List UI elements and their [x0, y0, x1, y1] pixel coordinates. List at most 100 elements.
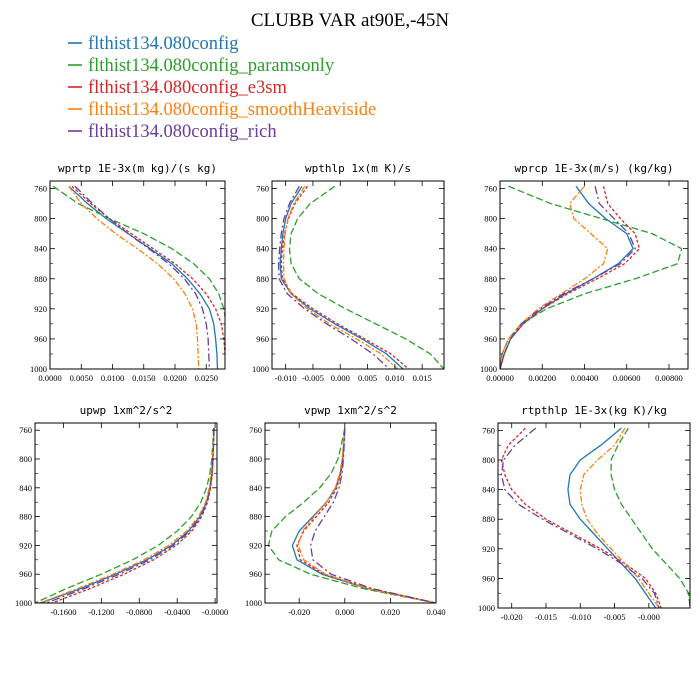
x-tick-label: 0.0000: [38, 373, 61, 383]
y-tick-label: 760: [249, 425, 262, 435]
plot-frame: [499, 180, 689, 370]
panels: wprtp 1E-3x(m kg)/(s kg) 760 800 840 880 920 9…: [15, 162, 691, 622]
legend-item: flthist134.080config_paramsonly: [68, 56, 335, 76]
series-line: [267, 427, 436, 603]
y-tick-label: 960: [482, 573, 495, 583]
panel-title: upwp 1xm^2/s^2: [80, 404, 173, 417]
y-tick-label: 840: [19, 483, 32, 493]
y-tick-label: 920: [19, 540, 32, 550]
series-line: [500, 427, 660, 608]
x-tick-label: 0.00000: [486, 373, 514, 383]
y-tick-label: 920: [249, 540, 262, 550]
y-tick-label: 960: [484, 334, 497, 344]
y-tick-label: 880: [256, 274, 269, 284]
x-tick-label: 0.0200: [163, 373, 186, 383]
x-tick-label: -0.000: [638, 612, 660, 622]
legend-label: flthist134.080config_e3sm: [88, 78, 287, 98]
x-tick-label: -0.015: [535, 612, 557, 622]
x-tick-label: 0.0250: [195, 373, 218, 383]
series-line: [35, 428, 215, 603]
legend-label: flthist134.080config_rich: [88, 122, 277, 142]
chart-panel: wprcp 1E-3x(m/s) (kg/kg) 760 800 840 880 920 9…: [480, 162, 689, 383]
chart-panel: upwp 1xm^2/s^2 760 800 840 880 920 960 1000 -0.1…: [15, 404, 228, 617]
series-line: [500, 185, 609, 369]
x-tick-label: 0.00600: [613, 373, 641, 383]
y-tick-label: 880: [19, 512, 32, 522]
y-tick-label: 840: [482, 485, 495, 495]
series-line: [39, 428, 215, 603]
x-tick-label: -0.1200: [88, 607, 114, 617]
x-tick-label: -0.1600: [50, 607, 76, 617]
x-tick-label: -0.005: [604, 612, 626, 622]
y-tick-label: 840: [484, 244, 497, 254]
plot-frame: [271, 180, 445, 370]
series-line: [296, 428, 436, 603]
series-line: [309, 428, 436, 603]
plot-frame: [49, 180, 226, 370]
legend: flthist134.080configflthist134.080config…: [68, 34, 376, 142]
series-line: [68, 185, 200, 369]
plot-frame: [264, 422, 437, 604]
x-tick-label: -0.005: [302, 373, 324, 383]
plot-frame: [497, 422, 691, 609]
x-tick-label: 0.0100: [101, 373, 124, 383]
series-line: [297, 427, 436, 603]
series-line: [579, 427, 660, 608]
chart-panel: wprtp 1E-3x(m kg)/(s kg) 760 800 840 880 920 9…: [30, 162, 226, 383]
legend-item: flthist134.080config: [68, 34, 239, 54]
y-tick-label: 760: [256, 184, 269, 194]
series-line: [277, 185, 390, 369]
chart-panel: rtpthlp 1E-3x(kg K)/kg 760 800 840 880 920 960…: [478, 404, 691, 622]
x-tick-label: 0.015: [413, 373, 432, 383]
x-tick-label: 0.00200: [528, 373, 556, 383]
x-tick-label: 0.0050: [70, 373, 93, 383]
x-tick-label: 0.040: [426, 607, 445, 617]
y-tick-label: 800: [256, 214, 269, 224]
x-tick-label: -0.0000: [202, 607, 228, 617]
legend-item: flthist134.080config_smoothHeaviside: [68, 100, 376, 120]
y-tick-label: 1000: [478, 603, 495, 613]
series-line: [282, 185, 399, 369]
y-tick-label: 800: [482, 455, 495, 465]
y-tick-label: 840: [249, 483, 262, 493]
y-tick-label: 760: [19, 425, 32, 435]
y-tick-label: 920: [256, 304, 269, 314]
x-tick-label: 0.020: [381, 607, 400, 617]
x-tick-label: 0.005: [358, 373, 377, 383]
y-tick-label: 960: [19, 569, 32, 579]
y-tick-label: 960: [256, 334, 269, 344]
y-tick-label: 760: [484, 184, 497, 194]
legend-item: flthist134.080config_e3sm: [68, 78, 287, 98]
y-tick-label: 880: [34, 274, 47, 284]
y-tick-label: 960: [34, 334, 47, 344]
x-tick-label: -0.0400: [164, 607, 190, 617]
chart-panel: vpwp 1xm^2/s^2 760 800 840 880 920 960 1000 -0.0…: [245, 404, 446, 617]
y-tick-label: 760: [34, 184, 47, 194]
series-line: [68, 185, 219, 369]
panel-title: wpthlp 1x(m K)/s: [305, 162, 411, 175]
y-tick-label: 800: [484, 214, 497, 224]
series-line: [567, 427, 657, 608]
y-tick-label: 840: [256, 244, 269, 254]
series-line: [610, 427, 690, 608]
x-tick-label: 0.000: [335, 607, 354, 617]
y-tick-label: 1000: [480, 364, 497, 374]
x-tick-label: 0.010: [385, 373, 404, 383]
series-line: [74, 185, 211, 369]
chart-panel: wpthlp 1x(m K)/s 760 800 840 880 920 960 1000 -0…: [252, 162, 445, 383]
series-line: [500, 186, 641, 369]
x-tick-label: -0.020: [288, 607, 310, 617]
y-tick-label: 760: [482, 425, 495, 435]
y-tick-label: 1000: [15, 598, 32, 608]
y-tick-label: 880: [249, 512, 262, 522]
plot-frame: [34, 422, 218, 604]
y-tick-label: 1000: [30, 364, 47, 374]
y-tick-label: 920: [34, 304, 47, 314]
series-line: [288, 185, 444, 369]
y-tick-label: 880: [484, 274, 497, 284]
x-tick-label: 0.00400: [571, 373, 599, 383]
x-tick-label: 0.0150: [132, 373, 155, 383]
panel-title: vpwp 1xm^2/s^2: [304, 404, 397, 417]
legend-label: flthist134.080config: [88, 34, 239, 54]
y-tick-label: 960: [249, 569, 262, 579]
